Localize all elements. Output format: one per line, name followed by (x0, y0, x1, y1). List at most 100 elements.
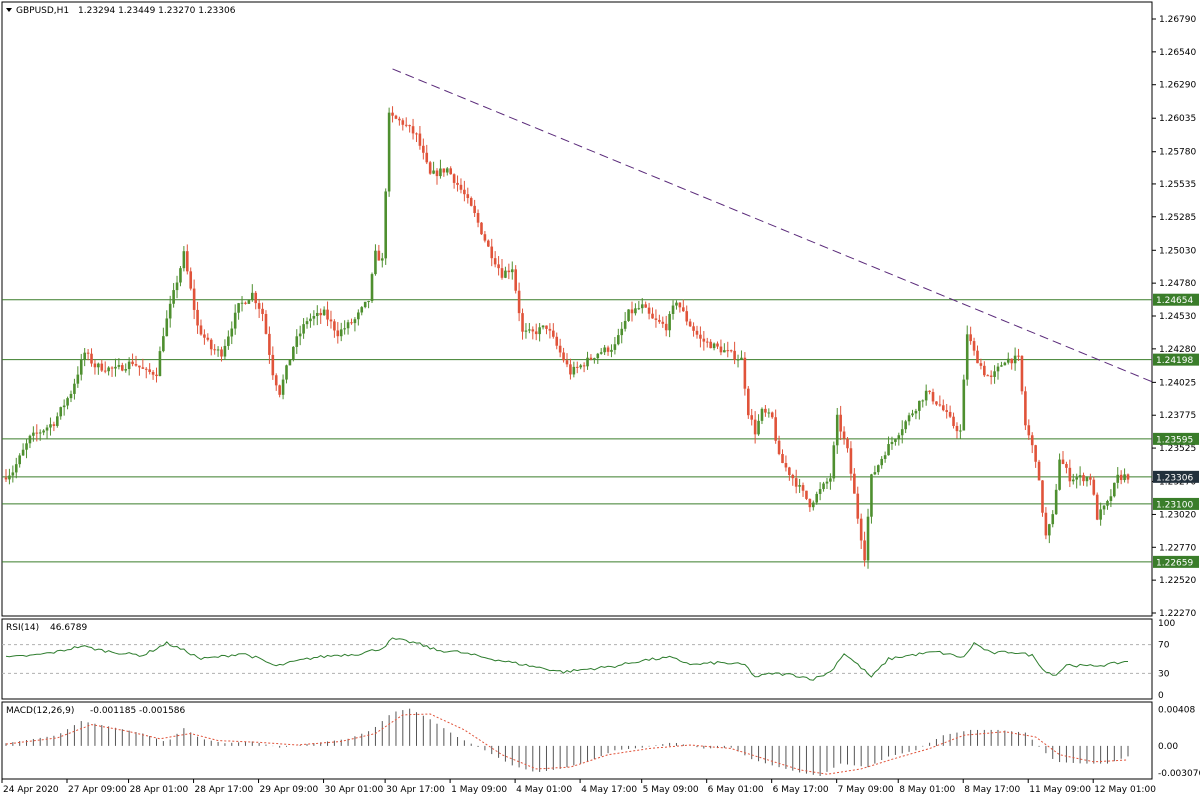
candle[interactable] (986, 374, 990, 377)
candle[interactable] (1095, 492, 1099, 521)
candle[interactable] (726, 341, 730, 358)
candle[interactable] (983, 361, 986, 377)
candle[interactable] (692, 322, 695, 337)
candle[interactable] (497, 256, 500, 276)
candle[interactable] (1109, 489, 1113, 508)
candle[interactable] (476, 209, 480, 228)
candle[interactable] (271, 346, 275, 380)
candle[interactable] (295, 329, 299, 354)
candle[interactable] (292, 346, 295, 362)
candle[interactable] (555, 332, 559, 350)
candle[interactable] (637, 301, 641, 311)
candle[interactable] (144, 367, 148, 379)
candle[interactable] (179, 266, 182, 287)
candle[interactable] (617, 328, 620, 346)
candle[interactable] (117, 358, 121, 370)
candle[interactable] (408, 124, 411, 133)
candle[interactable] (623, 312, 627, 332)
candle[interactable] (897, 432, 901, 446)
candle[interactable] (801, 482, 805, 497)
candle[interactable] (832, 441, 836, 482)
candle[interactable] (1027, 419, 1031, 440)
candle[interactable] (1034, 444, 1037, 468)
candle[interactable] (100, 359, 104, 372)
candle[interactable] (49, 417, 52, 436)
candle[interactable] (1051, 510, 1055, 528)
candle[interactable] (182, 246, 186, 272)
candle[interactable] (319, 308, 323, 324)
candle[interactable] (264, 310, 268, 335)
candle[interactable] (148, 363, 151, 375)
candle[interactable] (1000, 361, 1003, 367)
candle[interactable] (312, 310, 316, 326)
candle[interactable] (1078, 466, 1082, 486)
candle[interactable] (1102, 505, 1106, 516)
candle[interactable] (1116, 467, 1120, 489)
candle[interactable] (209, 338, 213, 356)
candle[interactable] (138, 365, 141, 376)
candle[interactable] (315, 305, 319, 326)
candle[interactable] (428, 160, 432, 175)
candle[interactable] (767, 408, 771, 418)
candle[interactable] (244, 301, 247, 305)
candle[interactable] (504, 266, 507, 279)
candle[interactable] (979, 358, 983, 370)
candle[interactable] (685, 305, 689, 326)
candle[interactable] (257, 298, 261, 318)
candle[interactable] (387, 107, 391, 197)
candle[interactable] (56, 412, 59, 428)
candle[interactable] (538, 323, 541, 342)
candle[interactable] (500, 259, 504, 280)
candle[interactable] (603, 344, 606, 356)
candle[interactable] (524, 323, 528, 339)
candle[interactable] (172, 283, 175, 308)
candle[interactable] (127, 357, 131, 376)
candle[interactable] (124, 363, 128, 373)
candle[interactable] (658, 314, 661, 324)
candle[interactable] (753, 411, 757, 444)
candle[interactable] (175, 275, 179, 299)
candle[interactable] (213, 344, 216, 355)
candle[interactable] (418, 125, 422, 150)
candle[interactable] (931, 388, 935, 405)
candle[interactable] (976, 345, 979, 364)
candle[interactable] (189, 267, 193, 291)
candle[interactable] (582, 362, 586, 373)
candle[interactable] (859, 513, 863, 549)
candle[interactable] (66, 396, 69, 410)
candle[interactable] (42, 429, 45, 436)
candle[interactable] (822, 481, 825, 492)
candle[interactable] (914, 408, 918, 420)
candle[interactable] (1123, 468, 1126, 483)
candle[interactable] (565, 353, 569, 368)
candle[interactable] (343, 320, 346, 335)
candle[interactable] (705, 337, 709, 348)
candle[interactable] (114, 358, 117, 377)
candle[interactable] (4, 469, 8, 483)
candle[interactable] (1058, 453, 1061, 491)
candle[interactable] (394, 114, 398, 120)
candle[interactable] (668, 311, 671, 338)
candle[interactable] (185, 244, 189, 275)
candle[interactable] (168, 295, 172, 328)
candle[interactable] (90, 348, 93, 367)
candle[interactable] (223, 339, 227, 360)
candle[interactable] (918, 400, 921, 420)
candle[interactable] (842, 426, 846, 445)
candle[interactable] (233, 304, 237, 335)
candle[interactable] (661, 316, 665, 328)
candle[interactable] (469, 196, 473, 207)
candle[interactable] (873, 465, 877, 476)
candle[interactable] (671, 300, 675, 320)
candle[interactable] (606, 345, 610, 356)
candle[interactable] (1126, 473, 1130, 484)
candle[interactable] (1092, 476, 1096, 496)
candle[interactable] (1065, 461, 1068, 474)
candle[interactable] (517, 282, 521, 322)
candle[interactable] (750, 408, 754, 426)
candle[interactable] (729, 349, 733, 353)
candle[interactable] (363, 301, 367, 309)
candle[interactable] (206, 333, 210, 342)
candle[interactable] (907, 412, 911, 426)
candle[interactable] (384, 188, 388, 265)
